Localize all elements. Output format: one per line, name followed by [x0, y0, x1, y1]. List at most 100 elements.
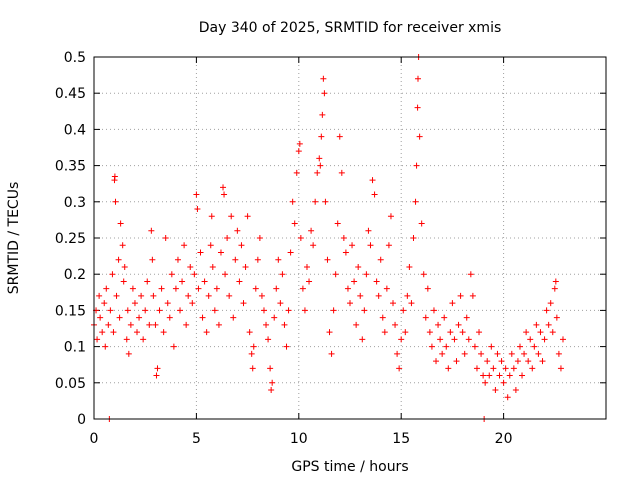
data-point — [207, 242, 214, 249]
data-point — [220, 184, 227, 191]
data-point — [125, 350, 132, 357]
x-tick-label: 10 — [290, 431, 308, 447]
data-point — [510, 365, 517, 372]
data-point — [240, 300, 247, 307]
data-point — [250, 343, 257, 350]
data-point — [449, 300, 456, 307]
data-point — [392, 321, 399, 328]
data-point — [116, 314, 123, 321]
data-point — [105, 321, 112, 328]
data-point — [361, 307, 368, 314]
data-point — [379, 314, 386, 321]
data-point — [340, 235, 347, 241]
data-point — [342, 249, 349, 256]
data-point — [203, 329, 210, 336]
data-point — [480, 372, 487, 379]
data-point — [224, 235, 231, 241]
data-point — [236, 278, 243, 285]
data-point — [410, 235, 417, 241]
y-tick-label: 0.15 — [55, 303, 86, 319]
data-point — [140, 336, 147, 343]
data-point — [428, 343, 435, 350]
y-tick-label: 0 — [77, 412, 86, 428]
data-point — [383, 285, 390, 292]
data-point — [154, 365, 161, 372]
data-point — [371, 191, 378, 198]
data-point — [246, 329, 253, 336]
data-point — [535, 350, 542, 357]
data-point — [193, 191, 200, 198]
y-tick-label: 0.05 — [55, 376, 86, 392]
data-point — [174, 256, 181, 263]
data-point — [433, 358, 440, 365]
data-point — [443, 343, 450, 350]
data-point — [334, 220, 341, 227]
data-point — [365, 227, 372, 234]
y-axis-label: SRMTID / TECUs — [6, 182, 22, 295]
data-point — [164, 300, 171, 307]
data-point — [293, 169, 300, 176]
data-point — [160, 329, 167, 336]
data-point — [177, 307, 184, 314]
data-point — [351, 278, 358, 285]
data-point — [426, 329, 433, 336]
data-point — [529, 365, 536, 372]
data-point — [508, 350, 515, 357]
data-point — [455, 321, 462, 328]
data-point — [559, 336, 566, 343]
data-point — [523, 329, 530, 336]
data-point — [398, 336, 405, 343]
data-point — [123, 336, 130, 343]
data-point — [299, 285, 306, 292]
data-point — [539, 358, 546, 365]
data-point — [543, 307, 550, 314]
data-point — [107, 307, 114, 314]
data-point — [252, 285, 259, 292]
data-point — [473, 365, 480, 372]
data-point — [316, 155, 323, 162]
data-point — [103, 285, 110, 292]
data-point — [413, 162, 420, 169]
data-point — [336, 133, 343, 140]
data-point — [338, 169, 345, 176]
data-point — [402, 329, 409, 336]
data-point — [195, 285, 202, 292]
data-point — [324, 256, 331, 263]
data-point — [127, 321, 134, 328]
data-point — [101, 300, 108, 307]
y-tick-label: 0.1 — [64, 340, 86, 356]
data-point — [301, 307, 308, 314]
data-point — [172, 285, 179, 292]
data-point — [152, 321, 159, 328]
data-point — [422, 314, 429, 321]
data-point — [516, 343, 523, 350]
data-point — [469, 292, 476, 299]
data-point — [226, 292, 233, 299]
data-point — [303, 263, 310, 270]
data-point — [136, 314, 143, 321]
data-point — [256, 235, 263, 241]
y-tick-label: 0.2 — [64, 267, 86, 283]
data-point — [408, 300, 415, 307]
data-point — [457, 292, 464, 299]
data-point — [482, 379, 489, 386]
data-point — [115, 256, 122, 263]
data-point — [310, 242, 317, 249]
data-point — [418, 220, 425, 227]
data-point — [414, 104, 421, 111]
data-point — [373, 278, 380, 285]
x-tick-label: 0 — [90, 431, 99, 447]
data-point — [244, 213, 251, 220]
data-point — [424, 285, 431, 292]
data-point — [201, 278, 208, 285]
y-tick-label: 0.35 — [55, 159, 86, 175]
data-point — [258, 292, 265, 299]
data-point — [129, 285, 136, 292]
data-point — [306, 278, 313, 285]
data-point — [492, 387, 499, 394]
data-point — [506, 372, 513, 379]
data-point — [146, 321, 153, 328]
x-axis-label: GPS time / hours — [291, 459, 408, 475]
data-point — [504, 394, 511, 401]
data-point — [420, 271, 427, 278]
